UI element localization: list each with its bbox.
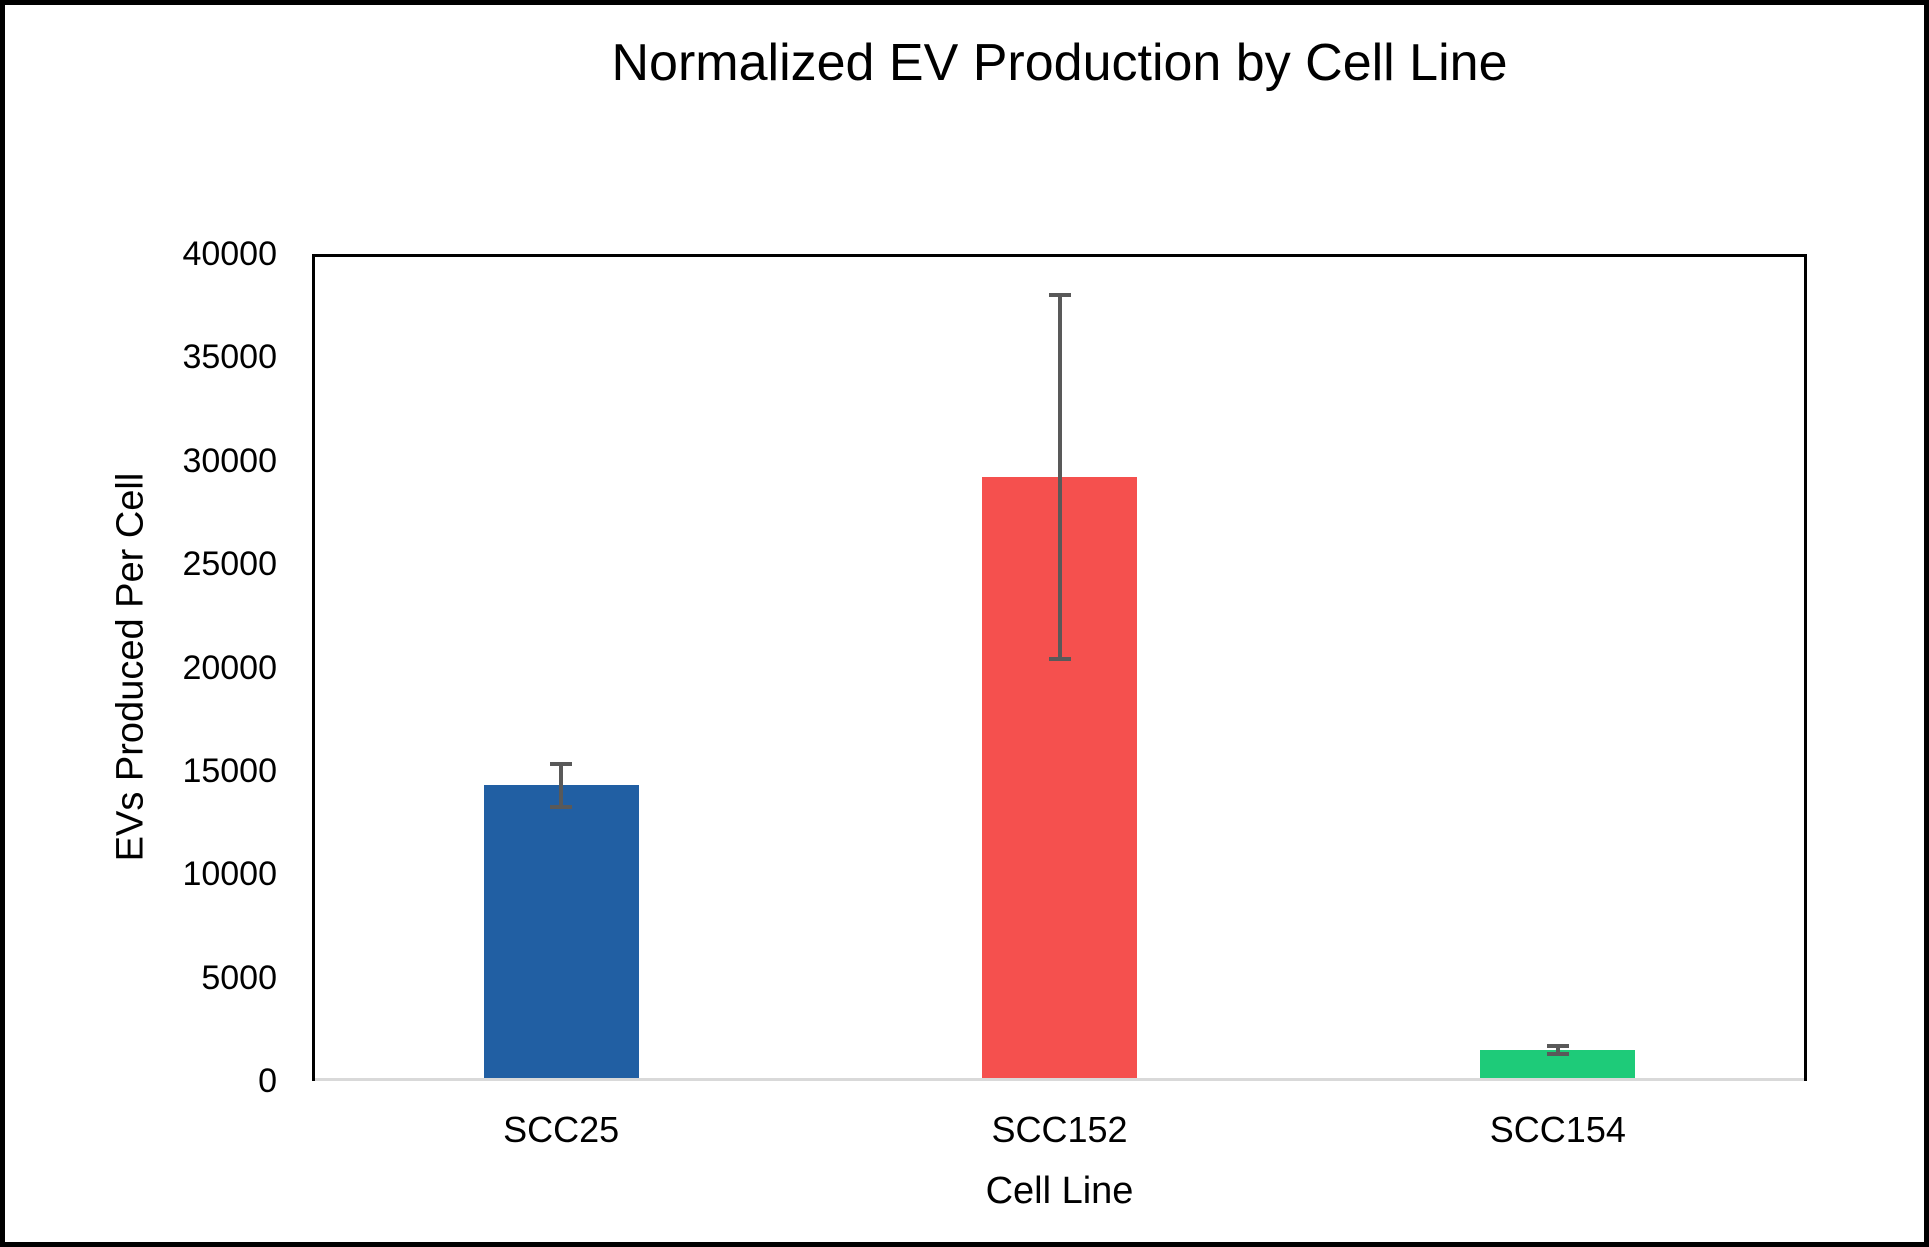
y-axis-line [312,254,315,1081]
error-bar-cap-bottom-scc154 [1546,1052,1569,1057]
error-bar-cap-bottom-scc152 [1048,657,1071,662]
y-tick-label: 15000 [182,751,277,790]
y-tick-label: 35000 [182,338,277,377]
x-axis-tick-labels: SCC25 SCC152 SCC154 [312,1105,1807,1155]
error-bar-line-scc152 [1057,293,1062,662]
y-tick-label: 25000 [182,545,277,584]
error-bar-cap-top-scc154 [1546,1043,1569,1048]
error-bar-cap-top-scc25 [550,761,573,766]
x-tick-label-scc154: SCC154 [1489,1109,1626,1150]
error-bar-line-scc25 [559,761,564,810]
y-tick-label: 10000 [182,855,277,894]
y-tick-label: 0 [258,1062,277,1100]
plot-area [312,254,1807,1081]
x-tick-label-scc25: SCC25 [503,1109,620,1150]
x-axis-title: Cell Line [985,1170,1134,1212]
y-axis-tick-labels: 40000 35000 30000 25000 20000 15000 10000 5000 0 [5,235,277,1100]
y-tick-label: 20000 [182,648,277,687]
plot-border-right [1804,254,1807,1081]
error-bar-line-scc154 [1555,1043,1560,1057]
bar-scc25 [483,785,639,1081]
chart-title: Normalized EV Production by Cell Line [611,34,1508,92]
y-tick-label: 5000 [201,958,277,997]
x-axis-zero-line [312,1078,1807,1081]
x-tick-label-scc152: SCC152 [991,1109,1128,1150]
error-bar-cap-top-scc152 [1048,293,1071,298]
y-tick-label: 30000 [182,441,277,480]
y-tick-label: 40000 [182,235,277,273]
plot-border-top [312,254,1807,257]
error-bar-cap-bottom-scc25 [550,805,573,810]
